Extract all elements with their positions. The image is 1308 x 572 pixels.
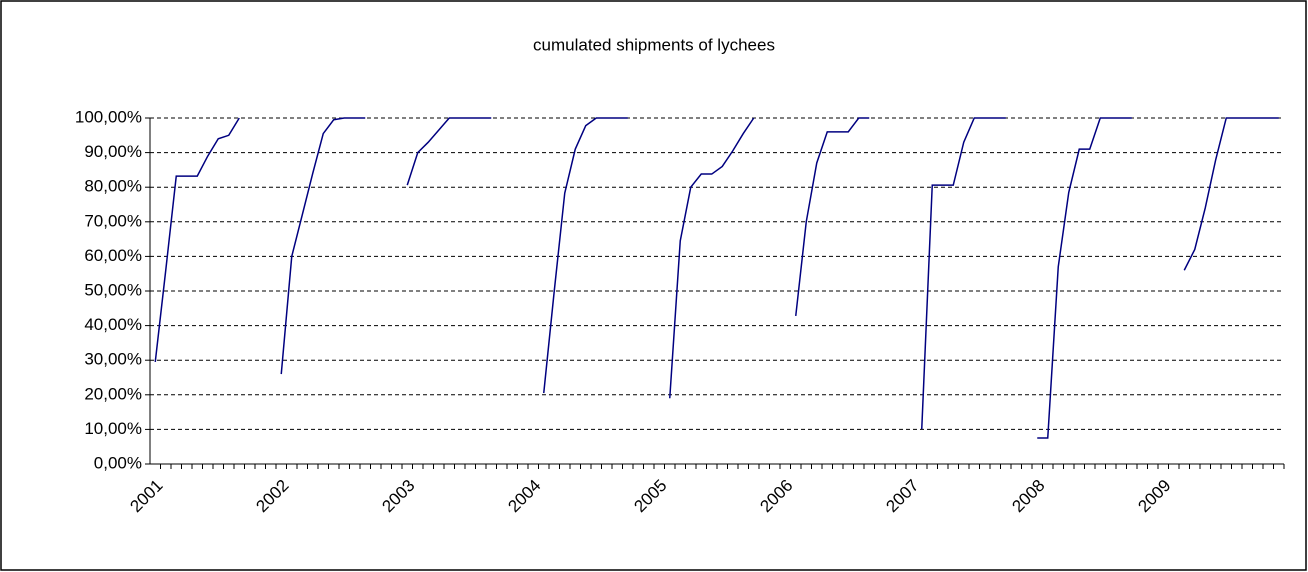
y-tick-label: 40,00% (84, 315, 142, 334)
y-tick-label: 10,00% (84, 419, 142, 438)
y-tick-label: 100,00% (75, 107, 142, 126)
y-tick-label: 0,00% (94, 453, 142, 472)
y-tick-label: 80,00% (84, 177, 142, 196)
y-tick-label: 30,00% (84, 350, 142, 369)
y-tick-label: 90,00% (84, 142, 142, 161)
chart-title: cumulated shipments of lychees (533, 35, 775, 54)
y-tick-label: 60,00% (84, 246, 142, 265)
y-tick-label: 70,00% (84, 211, 142, 230)
y-tick-label: 20,00% (84, 384, 142, 403)
y-tick-label: 50,00% (84, 280, 142, 299)
series-line (154, 117, 1279, 439)
